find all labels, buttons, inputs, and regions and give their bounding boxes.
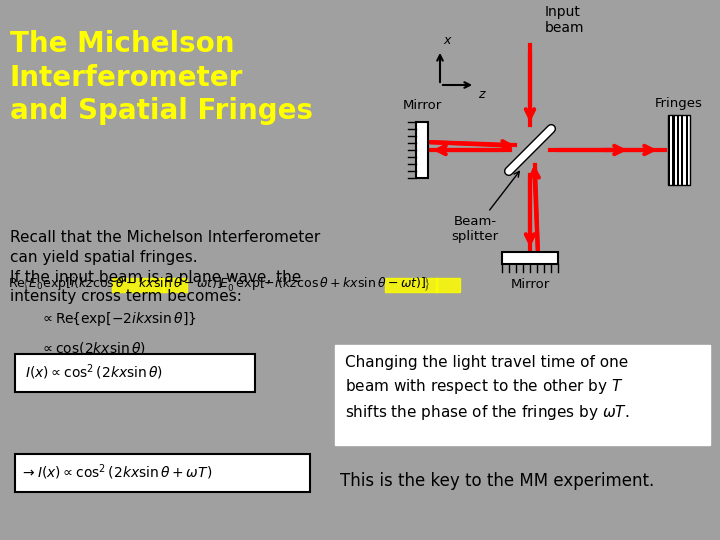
Bar: [675, 115, 677, 185]
Text: $x$: $x$: [443, 34, 453, 47]
Bar: [679, 115, 681, 185]
Text: $\rightarrow I(x) \propto \cos^2(2kx\sin\theta + \omega T)$: $\rightarrow I(x) \propto \cos^2(2kx\sin…: [20, 462, 212, 482]
Text: $\mathrm{Re}\!\left\{E_0\exp\!\left[i(kz\cos\theta - kx\sin\theta - \omega t)\ri: $\mathrm{Re}\!\left\{E_0\exp\!\left[i(kz…: [8, 275, 430, 295]
Text: Changing the light travel time of one
beam with respect to the other by $T$
shif: Changing the light travel time of one be…: [345, 355, 629, 422]
Text: $I(x) \propto \cos^2(2kx\sin\theta)$: $I(x) \propto \cos^2(2kx\sin\theta)$: [25, 362, 163, 382]
Bar: [385, 278, 437, 292]
Bar: [502, 252, 558, 264]
Bar: [163, 278, 187, 292]
Bar: [670, 115, 672, 185]
Bar: [436, 278, 460, 292]
Bar: [15, 354, 255, 392]
Bar: [683, 115, 685, 185]
Text: $\propto \cos(2kx\sin\theta)$: $\propto \cos(2kx\sin\theta)$: [40, 340, 146, 356]
Bar: [668, 115, 690, 185]
Text: Mirror: Mirror: [510, 278, 549, 291]
Text: Beam-
splitter: Beam- splitter: [451, 171, 519, 243]
Bar: [335, 345, 710, 445]
Bar: [677, 115, 679, 185]
Text: $\propto \mathrm{Re}\!\left\{\exp\!\left[-2ikx\sin\theta\right]\right\}$: $\propto \mathrm{Re}\!\left\{\exp\!\left…: [40, 310, 197, 328]
Bar: [668, 115, 670, 185]
Text: Input
beam: Input beam: [545, 5, 585, 35]
Bar: [685, 115, 688, 185]
Bar: [688, 115, 690, 185]
Bar: [672, 115, 675, 185]
Bar: [416, 122, 428, 178]
Text: This is the key to the MM experiment.: This is the key to the MM experiment.: [340, 472, 654, 490]
Text: Fringes: Fringes: [655, 97, 703, 110]
Bar: [681, 115, 683, 185]
Bar: [15, 454, 310, 492]
Text: Recall that the Michelson Interferometer
can yield spatial fringes.
If the input: Recall that the Michelson Interferometer…: [10, 230, 320, 305]
Bar: [112, 278, 164, 292]
Text: The Michelson
Interferometer
and Spatial Fringes: The Michelson Interferometer and Spatial…: [10, 30, 313, 125]
Text: Mirror: Mirror: [402, 99, 441, 112]
Text: $z$: $z$: [478, 88, 487, 101]
